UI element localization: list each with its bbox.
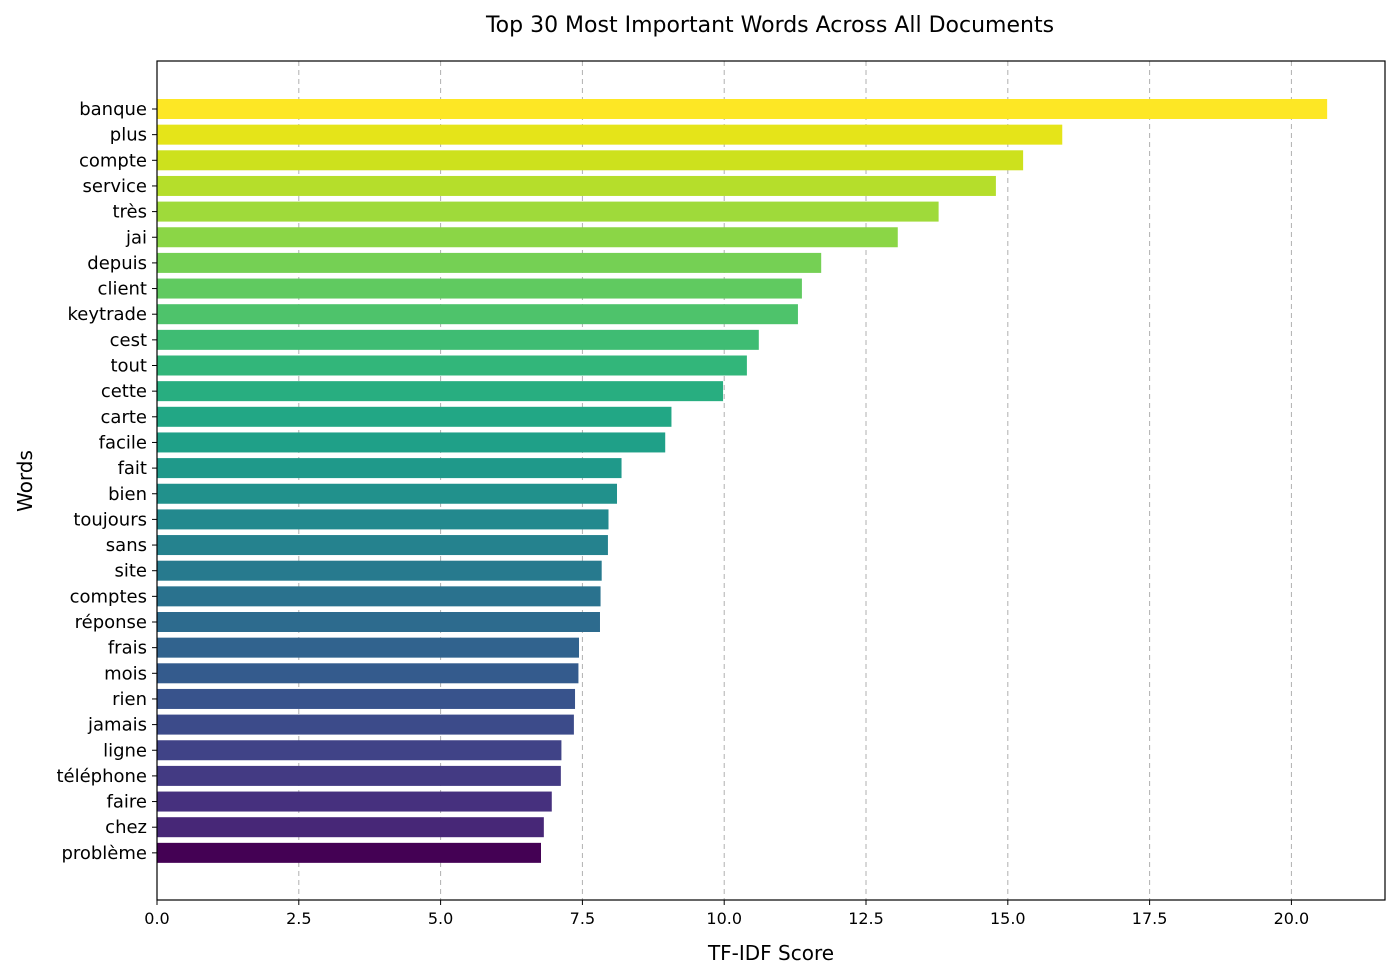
bars — [157, 99, 1328, 863]
bar-cette — [157, 381, 724, 402]
x-tick-label: 7.5 — [570, 909, 595, 928]
y-tick-label: problème — [61, 843, 147, 864]
x-tick-label: 17.5 — [1132, 909, 1168, 928]
y-tick-label: frais — [108, 638, 147, 659]
bar-téléphone — [157, 765, 561, 786]
bar-frais — [157, 637, 580, 658]
bar-banque — [157, 99, 1328, 119]
bar-service — [157, 175, 996, 196]
bar-facile — [157, 432, 666, 453]
bar-toujours — [157, 509, 609, 530]
y-tick-label: ligne — [103, 740, 147, 761]
y-tick-label: bien — [108, 484, 147, 505]
bar-rien — [157, 688, 576, 709]
y-tick-label: jamais — [87, 715, 147, 736]
y-tick-label: client — [98, 279, 147, 300]
x-tick-label: 10.0 — [706, 909, 742, 928]
y-tick-label: toujours — [73, 509, 147, 530]
y-tick-label: réponse — [75, 612, 147, 633]
y-tick-label: carte — [101, 407, 147, 428]
y-tick-label: jai — [125, 227, 147, 248]
y-tick-label: comptes — [70, 586, 147, 607]
x-tick-label: 5.0 — [428, 909, 453, 928]
y-axis-label: Words — [13, 450, 37, 512]
bar-très — [157, 201, 939, 222]
gridlines — [298, 61, 1292, 900]
y-tick-label: site — [114, 561, 147, 582]
y-tick-label: très — [112, 202, 147, 223]
bar-chez — [157, 817, 544, 838]
y-tick-label: cette — [101, 381, 147, 402]
bar-faire — [157, 791, 552, 812]
bar-depuis — [157, 252, 822, 273]
x-axis-ticks: 0.0 2.5 5.0 7.5 10.0 12.5 15.0 17.5 20.0 — [144, 900, 1309, 928]
y-tick-label: plus — [110, 125, 147, 146]
x-tick-label: 15.0 — [990, 909, 1026, 928]
chart-title: Top 30 Most Important Words Across All D… — [485, 13, 1054, 38]
y-tick-label: compte — [79, 150, 147, 171]
y-tick-label: tout — [110, 356, 147, 377]
x-tick-label: 20.0 — [1274, 909, 1310, 928]
bar-jai — [157, 227, 898, 248]
y-axis-ticks: banque plus compte service très jai depuis clie… — [56, 99, 157, 864]
bar-site — [157, 560, 602, 581]
y-tick-label: depuis — [87, 253, 147, 274]
bar-fait — [157, 458, 622, 479]
bar-cest — [157, 329, 759, 350]
bar-mois — [157, 663, 579, 684]
bar-comptes — [157, 586, 601, 607]
bar-plus — [157, 124, 1063, 145]
bar-jamais — [157, 714, 574, 735]
bar-bien — [157, 483, 618, 504]
y-tick-label: faire — [107, 792, 147, 813]
x-tick-label: 12.5 — [848, 909, 884, 928]
bar-problème — [157, 842, 541, 863]
y-tick-label: facile — [99, 432, 147, 453]
bar-carte — [157, 406, 672, 427]
y-tick-label: service — [83, 176, 147, 197]
x-tick-label: 0.0 — [144, 909, 169, 928]
y-tick-label: mois — [104, 663, 147, 684]
x-tick-label: 2.5 — [286, 909, 311, 928]
bar-client — [157, 278, 802, 299]
bar-réponse — [157, 612, 600, 632]
bar-ligne — [157, 740, 562, 761]
y-tick-label: sans — [106, 535, 147, 556]
y-tick-label: chez — [105, 817, 147, 838]
y-tick-label: fait — [118, 458, 147, 479]
y-tick-label: keytrade — [68, 304, 148, 325]
bar-sans — [157, 535, 608, 556]
y-tick-label: banque — [79, 99, 147, 120]
bar-keytrade — [157, 304, 798, 325]
bar-compte — [157, 150, 1024, 171]
x-axis-label: TF-IDF Score — [707, 941, 834, 965]
y-tick-label: téléphone — [56, 766, 147, 787]
y-tick-label: cest — [110, 330, 147, 351]
bar-tout — [157, 355, 747, 376]
y-tick-label: rien — [112, 689, 147, 710]
plot-frame — [156, 60, 1386, 901]
